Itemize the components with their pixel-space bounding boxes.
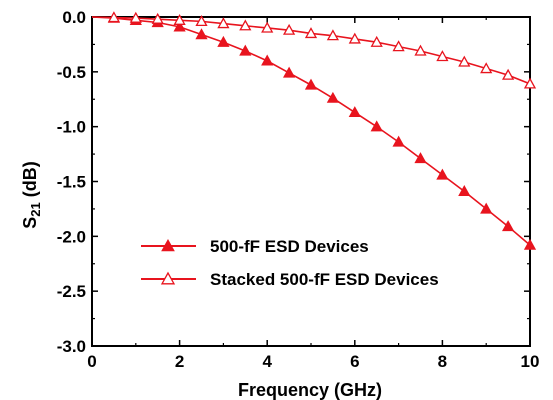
x-tick-label: 0 xyxy=(87,352,96,371)
data-point-series-1 xyxy=(370,120,383,132)
data-point-series-2 xyxy=(217,17,230,29)
data-point-series-2 xyxy=(173,13,186,25)
data-point-series-1 xyxy=(173,20,186,32)
y-axis-title: S21 (dB) xyxy=(20,161,43,228)
y-axis: 0.0 -0.5 -1.0 -1.5 -2.0 -2.5 -3.0 xyxy=(57,8,530,356)
y-tick-label: -3.0 xyxy=(57,337,86,356)
data-point-series-2 xyxy=(458,55,471,67)
data-point-series-2 xyxy=(326,29,340,41)
x-axis-title: Frequency (GHz) xyxy=(238,380,382,400)
data-point-series-2 xyxy=(348,32,361,44)
series-line-1 xyxy=(91,16,531,246)
x-tick-label: 6 xyxy=(350,352,359,371)
x-tick-label: 2 xyxy=(175,352,184,371)
data-point-series-2 xyxy=(436,50,449,62)
legend-label-series-1: 500-fF ESD Devices xyxy=(210,237,369,256)
data-point-series-1 xyxy=(239,44,252,56)
x-axis: 0 2 4 6 8 10 xyxy=(87,17,539,371)
data-point-series-1 xyxy=(282,66,296,78)
data-point-series-2 xyxy=(129,11,142,23)
y-tick-label: 0.0 xyxy=(62,8,86,27)
x-tick-label: 8 xyxy=(438,352,447,371)
legend-label-series-2: Stacked 500-fF ESD Devices xyxy=(210,270,439,289)
data-point-series-1 xyxy=(501,220,515,232)
data-point-series-2 xyxy=(370,35,383,47)
x-tick-label: 4 xyxy=(262,352,272,371)
data-point-series-2 xyxy=(414,44,427,56)
data-point-series-1 xyxy=(348,106,361,118)
data-point-series-1 xyxy=(523,238,537,250)
series-layer xyxy=(91,11,537,250)
data-point-series-2 xyxy=(501,68,515,80)
data-point-series-1 xyxy=(458,185,471,197)
data-point-series-1 xyxy=(261,54,274,66)
data-point-series-2 xyxy=(107,11,121,23)
data-point-series-1 xyxy=(392,135,405,147)
data-point-series-2 xyxy=(523,77,537,89)
legend-entry-series-1: 500-fF ESD Devices xyxy=(141,237,369,256)
legend: 500-fF ESD Devices Stacked 500-fF ESD De… xyxy=(141,237,439,289)
data-point-series-1 xyxy=(436,168,449,180)
y-tick-label: -2.5 xyxy=(57,282,86,301)
data-point-series-2 xyxy=(304,27,318,39)
y-tick-label: -0.5 xyxy=(57,63,86,82)
legend-marker-series-2 xyxy=(160,271,176,285)
data-point-series-2 xyxy=(195,15,208,27)
y-tick-label: -1.5 xyxy=(57,173,86,192)
data-point-series-2 xyxy=(480,62,493,74)
x-tick-label: 10 xyxy=(521,352,540,371)
data-point-series-1 xyxy=(217,35,230,47)
data-point-series-1 xyxy=(326,91,340,103)
data-point-series-2 xyxy=(151,12,164,24)
data-point-series-2 xyxy=(282,23,296,35)
data-point-series-1 xyxy=(304,78,318,90)
y-tick-label: -1.0 xyxy=(57,118,86,137)
data-point-series-2 xyxy=(239,19,252,31)
data-point-series-2 xyxy=(261,21,274,33)
data-point-series-1 xyxy=(480,202,493,214)
data-point-series-1 xyxy=(414,152,427,164)
y-tick-label: -2.0 xyxy=(57,227,86,246)
data-point-series-1 xyxy=(195,28,208,40)
legend-entry-series-2: Stacked 500-fF ESD Devices xyxy=(141,270,439,289)
legend-marker-series-1 xyxy=(161,238,175,252)
data-point-series-2 xyxy=(392,40,405,52)
